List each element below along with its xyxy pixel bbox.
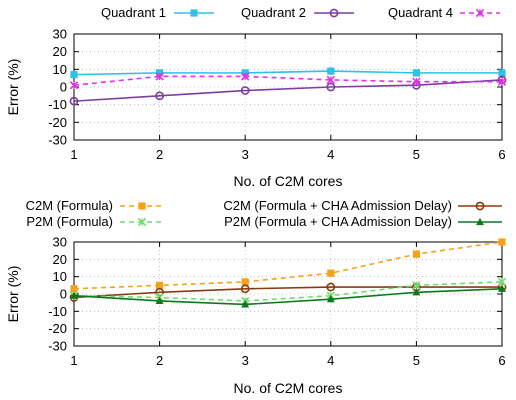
legend-label: C2M (Formula) (26, 198, 113, 213)
x-tick-label: 4 (327, 353, 334, 368)
legend-entry-1: Quadrant 1 (101, 5, 214, 20)
data-point (241, 72, 250, 81)
x-tick-label: 3 (242, 147, 249, 162)
data-point (497, 277, 507, 287)
x-tick-label: 1 (70, 147, 77, 162)
y-tick-label: -30 (48, 339, 67, 354)
y-tick-label: -10 (48, 97, 67, 112)
data-point (326, 75, 335, 85)
legend-marker (475, 8, 485, 18)
data-point (240, 284, 250, 294)
legend-marker (138, 202, 146, 210)
chart-panel-2: -30 -20 -10 0 10 20 30 1 2 3 4 5 6 No. of C2M cores Er… (5, 198, 507, 396)
x-tick-label: 6 (498, 353, 505, 368)
legend-marker (476, 217, 484, 226)
data-point (156, 281, 164, 289)
legend-label: P2M (Formula) (26, 214, 113, 229)
y-tick-label: -10 (48, 304, 67, 319)
legend-entry-4: P2M (Formula + CHA Admission Delay) (224, 214, 502, 229)
series-2 (69, 75, 507, 106)
x-axis-label: No. of C2M cores (234, 380, 343, 396)
series-1 (70, 67, 506, 79)
data-point (241, 300, 250, 308)
data-point (412, 250, 420, 258)
data-point (327, 269, 335, 277)
y-tick-label: -20 (48, 115, 67, 130)
series-4 (70, 284, 506, 308)
y-tick-label: 20 (53, 252, 67, 267)
series-1 (70, 238, 506, 293)
legend-label: C2M (Formula + CHA Admission Delay) (223, 198, 452, 213)
x-tick-label: 5 (413, 147, 420, 162)
legend-entry-2: Quadrant 2 (241, 5, 354, 20)
legend-entry-2: C2M (Formula + CHA Admission Delay) (223, 198, 502, 213)
chart-panel-1: -30 -20 -10 0 10 20 30 1 2 3 4 5 6 No. of C2M cores Er… (5, 5, 507, 189)
data-point (241, 278, 249, 286)
legend-label: Quadrant 2 (241, 5, 306, 20)
data-point (155, 72, 164, 81)
x-tick-label: 4 (327, 147, 334, 162)
data-point (155, 296, 164, 305)
data-point (326, 282, 336, 292)
data-point (327, 67, 335, 75)
y-tick-label: 20 (53, 44, 67, 59)
series-line (73, 79, 503, 102)
legend-label: Quadrant 4 (388, 5, 453, 20)
legend-label: Quadrant 1 (101, 5, 166, 20)
legend-marker (137, 217, 147, 227)
x-tick-label: 2 (156, 147, 163, 162)
data-point (412, 288, 421, 296)
y-tick-label: -30 (48, 133, 67, 148)
legend-marker (190, 9, 198, 17)
legend-entry-3: P2M (Formula) (26, 214, 164, 229)
data-point (70, 71, 78, 79)
data-point (69, 96, 79, 106)
data-point (412, 69, 420, 77)
x-axis-label: No. of C2M cores (234, 173, 343, 189)
x-tick-label: 3 (242, 353, 249, 368)
legend-marker (475, 201, 485, 211)
y-tick-label: 0 (60, 287, 67, 302)
y-tick-label: 0 (60, 80, 67, 95)
x-tick-label: 1 (70, 353, 77, 368)
x-tick-label: 6 (498, 147, 505, 162)
series-line (73, 288, 503, 306)
data-point (69, 81, 79, 90)
series-line (73, 70, 502, 76)
legend-label: P2M (Formula + CHA Admission Delay) (224, 214, 452, 229)
y-axis-label: Error (%) (5, 266, 21, 323)
data-point (412, 281, 421, 290)
legend-entry-3: Quadrant 4 (388, 5, 500, 20)
y-axis-label: Error (%) (5, 59, 21, 116)
x-tick-label: 5 (413, 353, 420, 368)
data-point (498, 69, 506, 77)
data-point (240, 86, 250, 95)
data-point (70, 291, 78, 299)
series-2 (69, 282, 507, 302)
y-tick-label: -20 (48, 321, 67, 336)
data-point (70, 285, 78, 293)
series-3 (69, 72, 507, 90)
series-line (73, 241, 503, 290)
data-point (498, 284, 506, 292)
y-tick-label: 30 (53, 235, 67, 250)
legend-entry-1: C2M (Formula) (26, 198, 164, 213)
data-point (155, 91, 164, 101)
legend-marker (329, 8, 339, 18)
data-point (412, 77, 421, 86)
x-tick-label: 2 (156, 353, 163, 368)
data-point (498, 238, 506, 246)
y-tick-label: 10 (53, 269, 67, 284)
y-tick-label: 10 (53, 62, 67, 77)
data-point (326, 295, 335, 303)
series-line (73, 286, 502, 299)
y-tick-label: 30 (53, 27, 67, 42)
data-point (497, 77, 507, 86)
